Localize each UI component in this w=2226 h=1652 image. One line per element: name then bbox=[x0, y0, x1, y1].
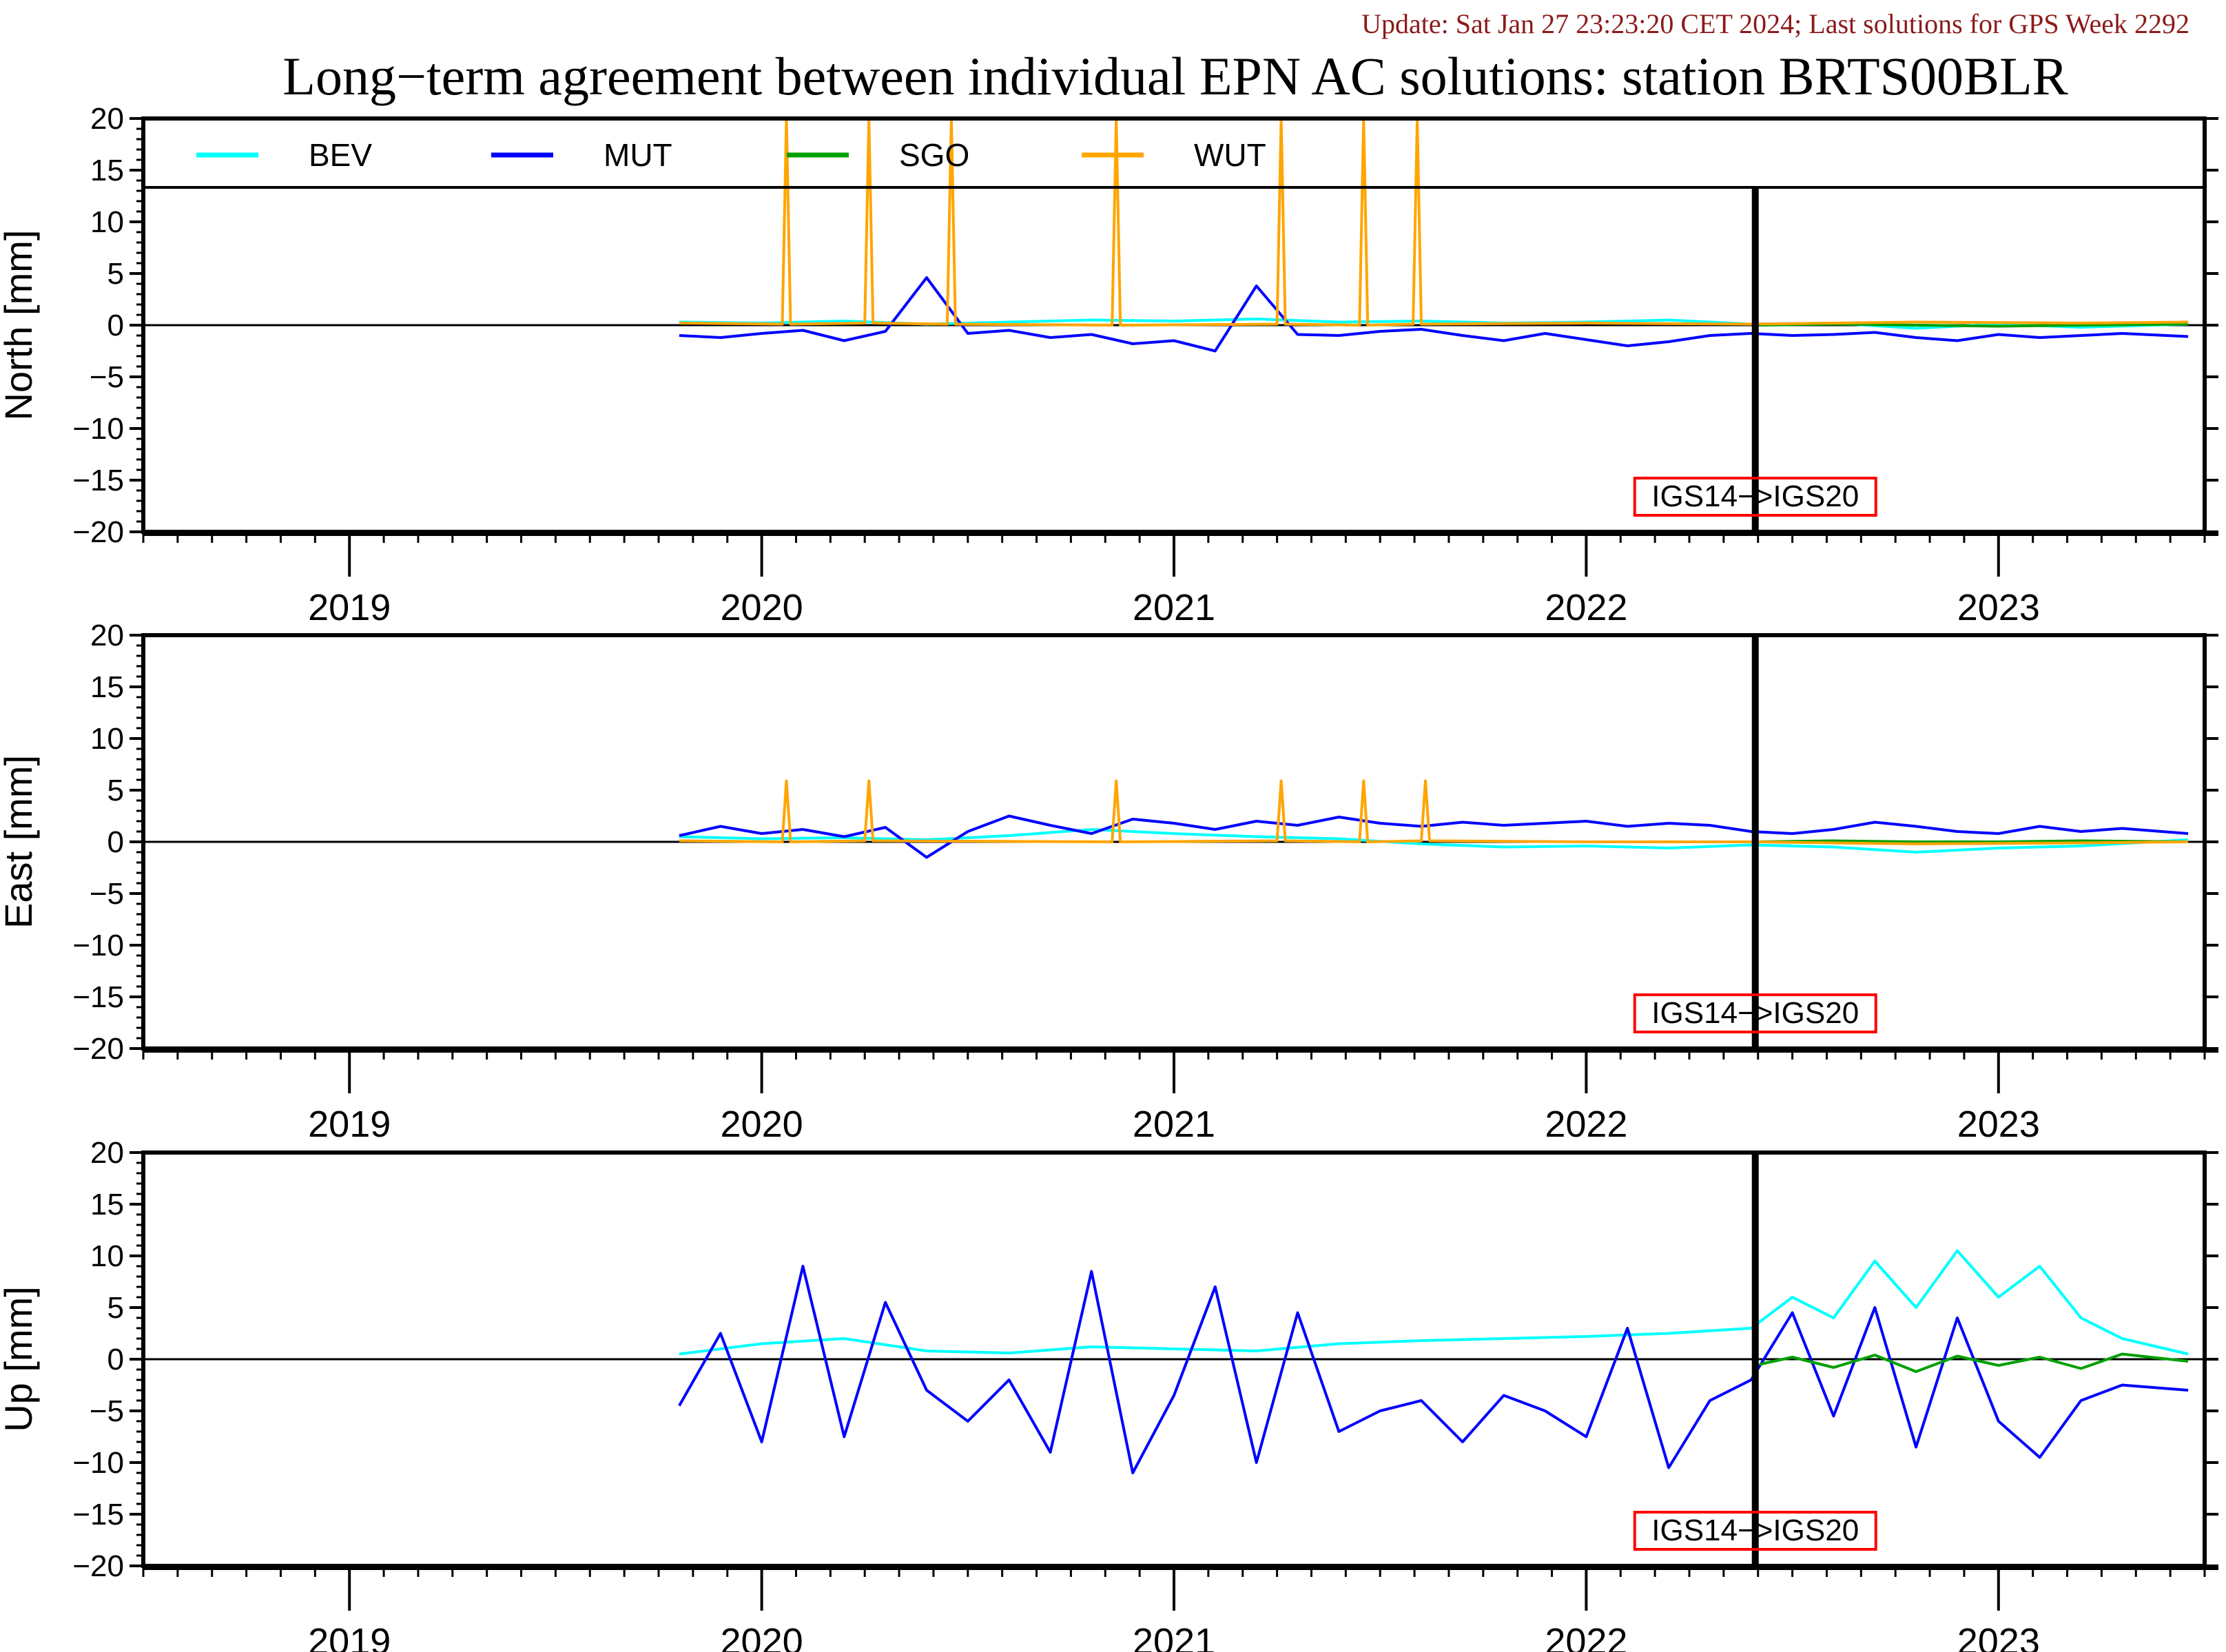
y-tick-label: −5 bbox=[90, 1394, 124, 1428]
x-tick-label: 2021 bbox=[1133, 1104, 1215, 1145]
y-axis-label: North [mm] bbox=[0, 230, 40, 421]
y-tick-label: −15 bbox=[72, 1498, 124, 1531]
annotation-box bbox=[1633, 477, 1877, 517]
x-tick-label: 2023 bbox=[1957, 1621, 2040, 1652]
update-text: Update: Sat Jan 27 23:23:20 CET 2024; La… bbox=[1361, 8, 2189, 39]
annotation-box bbox=[1633, 993, 1877, 1033]
y-tick-label: 0 bbox=[107, 1343, 124, 1376]
legend-label-mut: MUT bbox=[604, 137, 672, 173]
frame-change-annotation: IGS14−>IGS20 bbox=[1651, 996, 1859, 1030]
series-line-mut bbox=[679, 276, 2189, 353]
y-tick-label: −10 bbox=[72, 929, 124, 962]
chart-title: Long−term agreement between individual E… bbox=[282, 46, 2068, 106]
y-tick-label: 15 bbox=[90, 154, 124, 187]
y-tick-label: 10 bbox=[90, 1239, 124, 1273]
y-tick-label: −20 bbox=[72, 1549, 124, 1583]
y-tick-label: 5 bbox=[107, 257, 124, 291]
legend-label-wut: WUT bbox=[1194, 137, 1266, 173]
legend: BEV MUT SGO WUT bbox=[196, 137, 1266, 173]
x-tick-label: 2022 bbox=[1545, 1621, 1627, 1652]
y-tick-label: 10 bbox=[90, 205, 124, 239]
panels: IGS14−>IGS20 BEV MUT SGO WUT 20 15 10 5 0 −5 −10 −15… bbox=[0, 102, 2218, 1652]
frame-change-annotation: IGS14−>IGS20 bbox=[1651, 479, 1859, 513]
series-line-wut bbox=[679, 118, 2189, 327]
x-tick-label: 2022 bbox=[1545, 1104, 1627, 1145]
annotation-box bbox=[1633, 1511, 1877, 1551]
y-axis-label: East [mm] bbox=[0, 755, 40, 929]
series-group bbox=[678, 1249, 2189, 1474]
legend-label-bev: BEV bbox=[309, 137, 372, 173]
series-group bbox=[679, 779, 2189, 859]
y-tick-label: 20 bbox=[90, 102, 124, 136]
y-tick-label: −15 bbox=[72, 980, 124, 1014]
x-tick-label: 2020 bbox=[721, 1621, 803, 1652]
y-tick-label: 10 bbox=[90, 722, 124, 756]
series-line-wut bbox=[679, 779, 2189, 845]
x-tick-label: 2022 bbox=[1545, 587, 1627, 628]
panel-up: IGS14−>IGS20 20 15 10 5 0 −5 −10 −15 −20 Up [mm] 20… bbox=[0, 1136, 2218, 1652]
y-tick-label: 5 bbox=[107, 774, 124, 807]
y-tick-label: 0 bbox=[107, 309, 124, 342]
y-tick-label: −20 bbox=[72, 1032, 124, 1066]
series-line-sgo bbox=[1759, 839, 2189, 843]
series-line-sgo bbox=[1759, 1352, 2189, 1373]
y-tick-label: −10 bbox=[72, 412, 124, 446]
panel-north: IGS14−>IGS20 BEV MUT SGO WUT 20 15 10 5 0 −5 −10 −15… bbox=[0, 102, 2218, 628]
x-tick-label: 2020 bbox=[721, 1104, 803, 1145]
y-tick-label: 0 bbox=[107, 825, 124, 859]
frame-change-annotation: IGS14−>IGS20 bbox=[1651, 1514, 1859, 1547]
x-tick-label: 2023 bbox=[1957, 1104, 2040, 1145]
x-tick-label: 2019 bbox=[308, 1104, 391, 1145]
x-tick-label: 2019 bbox=[308, 587, 391, 628]
y-tick-label: 15 bbox=[90, 670, 124, 704]
y-tick-label: −15 bbox=[72, 464, 124, 497]
series-line-mut bbox=[678, 1265, 2189, 1474]
y-tick-label: −10 bbox=[72, 1446, 124, 1480]
y-tick-label: −20 bbox=[72, 515, 124, 549]
x-tick-label: 2021 bbox=[1133, 587, 1215, 628]
y-tick-label: 15 bbox=[90, 1188, 124, 1221]
series-line-bev bbox=[679, 1249, 2189, 1356]
x-tick-label: 2021 bbox=[1133, 1621, 1215, 1652]
series-group bbox=[679, 118, 2189, 353]
x-tick-label: 2023 bbox=[1957, 587, 2040, 628]
legend-label-sgo: SGO bbox=[899, 137, 969, 173]
y-tick-label: −5 bbox=[90, 877, 124, 911]
y-axis-label: Up [mm] bbox=[0, 1286, 40, 1432]
y-tick-label: 5 bbox=[107, 1291, 124, 1325]
x-tick-label: 2019 bbox=[308, 1621, 391, 1652]
y-tick-label: 20 bbox=[90, 619, 124, 652]
x-tick-label: 2020 bbox=[721, 587, 803, 628]
y-tick-label: 20 bbox=[90, 1136, 124, 1170]
panel-east: IGS14−>IGS20 20 15 10 5 0 −5 −10 −15 −20 East [mm]… bbox=[0, 619, 2218, 1145]
y-tick-label: −5 bbox=[90, 360, 124, 394]
